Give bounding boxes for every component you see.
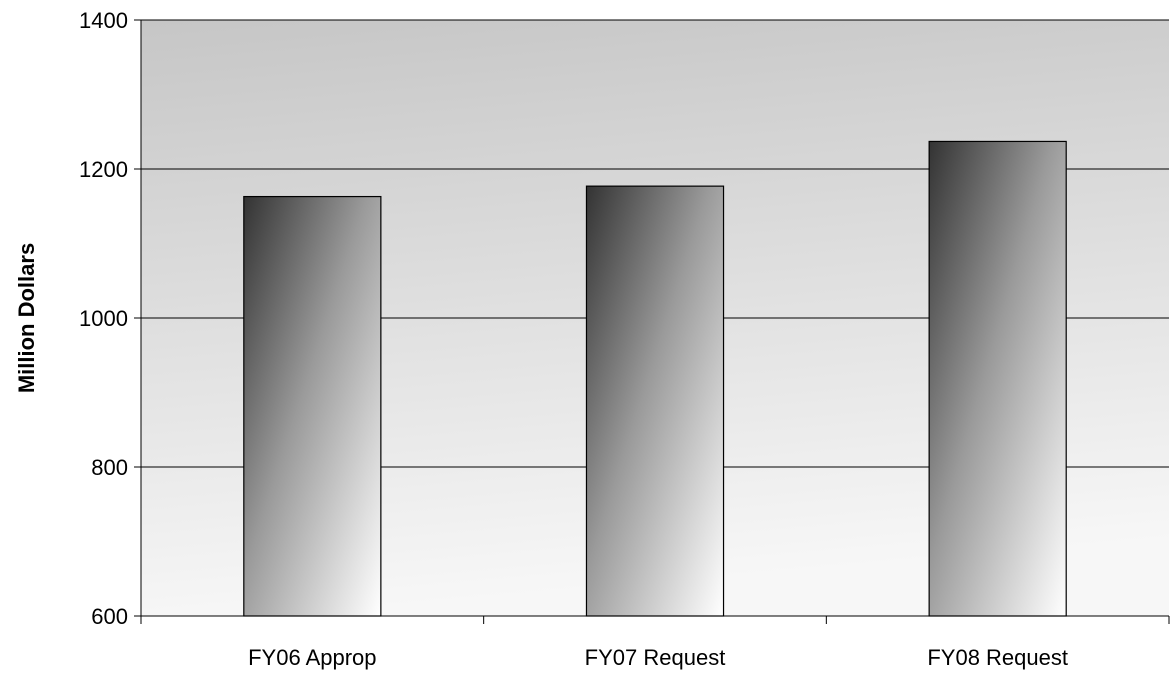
y-tick-label: 1400	[79, 8, 128, 33]
x-tick-label: FY08 Request	[927, 645, 1068, 670]
x-axis: FY06 Approp FY07 Request FY08 Request	[140, 615, 1170, 670]
y-tick-label: 600	[91, 604, 128, 629]
y-tick-label: 1200	[79, 157, 128, 182]
y-axis: 600 800 1000 1200 1400	[79, 8, 142, 629]
bar-1	[243, 195, 382, 617]
y-tick-label: 800	[91, 455, 128, 480]
y-axis-label: Million Dollars	[14, 243, 39, 393]
x-tick-label: FY06 Approp	[248, 645, 376, 670]
bar-2	[585, 185, 725, 617]
x-tick-label: FY07 Request	[585, 645, 726, 670]
bars	[243, 140, 1067, 617]
bar-3	[928, 140, 1067, 617]
y-tick-label: 1000	[79, 306, 128, 331]
